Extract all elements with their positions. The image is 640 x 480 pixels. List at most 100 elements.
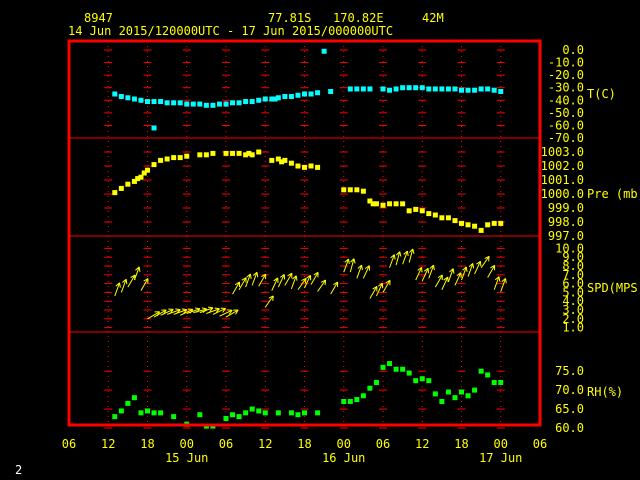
humidity-data-point: [419, 376, 425, 382]
wind-vector-shaft: [317, 279, 327, 292]
wind-vector-shaft: [500, 278, 507, 292]
wind-vector-shaft: [225, 309, 239, 318]
humidity-data-point: [288, 410, 294, 416]
wind-vector-shaft: [467, 263, 474, 277]
temperature-data-point: [406, 85, 412, 91]
pressure-data-point: [279, 159, 285, 165]
wind-vector: [343, 258, 350, 273]
temperature-data-point: [302, 91, 307, 97]
temperature-data-point: [308, 91, 314, 97]
wind-vector-head: [304, 278, 307, 284]
temperature-data-point: [125, 95, 131, 101]
pressure-data-point: [452, 218, 458, 224]
pressure-data-point: [288, 160, 294, 166]
temperature-data-point: [197, 101, 203, 107]
wind-vector-shaft: [160, 308, 174, 316]
temperature-data-point: [203, 102, 209, 108]
humidity-data-point: [393, 366, 399, 372]
wind-vector-head: [501, 277, 506, 283]
temperature-data-point: [452, 86, 458, 92]
temperature-data-point: [243, 99, 249, 105]
humidity-data-point: [262, 410, 268, 416]
wind-vector-head: [306, 274, 311, 279]
wind-vector-shaft: [297, 278, 307, 291]
temperature-y-tick-label: -30.0: [548, 81, 584, 95]
wind-vector-head: [256, 272, 259, 278]
wind-vector: [434, 274, 443, 288]
wind-vector: [467, 263, 475, 277]
humidity-data-point: [406, 370, 412, 376]
wind-vector-head: [201, 307, 207, 310]
humidity-data-point: [498, 380, 504, 386]
station-latitude: 77.81S: [268, 11, 311, 25]
pressure-data-point: [177, 155, 183, 161]
wind-vector: [480, 255, 490, 269]
wind-vector-head: [443, 276, 449, 281]
wind-vector: [133, 266, 141, 281]
pressure-y-tick-label: 999.0: [548, 201, 584, 215]
pressure-data-point: [141, 170, 147, 176]
station-id: 8947: [84, 11, 113, 25]
temperature-data-point: [498, 88, 504, 94]
x-tick-label: 18: [140, 437, 154, 451]
pressure-data-point: [112, 190, 118, 196]
pressure-data-point: [203, 152, 209, 158]
wind-vector-head: [228, 309, 233, 315]
wind-vector-shaft: [120, 279, 127, 293]
wind-vector-shaft: [330, 281, 339, 295]
humidity-y-tick-label: 60.0: [555, 421, 584, 435]
wind-vector-head: [209, 307, 214, 312]
wind-vector-shaft: [133, 266, 140, 281]
pressure-data-point: [236, 150, 242, 156]
temperature-data-point: [367, 86, 373, 92]
humidity-data-point: [249, 406, 255, 412]
x-tick-label: 06: [62, 437, 76, 451]
wind-vector-shaft: [395, 251, 401, 266]
x-tick-label: 06: [376, 437, 390, 451]
wind-vector-head: [403, 250, 408, 255]
wind-vector-shaft: [369, 286, 378, 299]
page-number: 2: [15, 463, 22, 477]
wind-vector-head: [372, 286, 378, 290]
wind-vector-head: [115, 282, 120, 287]
wind-vector-head: [143, 278, 149, 282]
wind-vector-shaft: [284, 272, 293, 286]
wind-vector-shaft: [290, 275, 297, 290]
temperature-data-point: [151, 125, 157, 131]
temperature-data-point: [158, 99, 164, 105]
humidity-data-point: [491, 380, 497, 386]
wind-vector-shaft: [173, 309, 187, 315]
temperature-y-tick-label: -20.0: [548, 68, 584, 82]
wind-vector: [441, 276, 449, 290]
wind-vector: [356, 264, 363, 279]
humidity-data-point: [171, 414, 177, 420]
wind-vector-head: [465, 266, 468, 272]
temperature-y-tick-label: -50.0: [548, 106, 584, 120]
temperature-data-point: [413, 85, 419, 91]
x-tick-label: 18: [454, 437, 468, 451]
wind-vector: [232, 281, 241, 295]
wind-vector-shaft: [382, 280, 391, 293]
wind-vector-head: [268, 295, 274, 299]
wind-vector-head: [130, 274, 136, 279]
temperature-data-point: [210, 102, 216, 108]
wind-vector: [258, 273, 267, 287]
pressure-data-point: [131, 178, 137, 184]
temperature-data-point: [400, 85, 406, 91]
wind-vector: [219, 309, 233, 317]
wind-vector: [225, 309, 239, 318]
wind-vector-head: [138, 266, 141, 272]
wind-vector: [493, 276, 501, 290]
humidity-data-point: [197, 412, 203, 418]
humidity-data-point: [236, 414, 242, 420]
pressure-panel-label: Pre (mb): [587, 187, 640, 201]
humidity-data-point: [347, 398, 353, 404]
pressure-data-point: [243, 152, 249, 158]
wind-vector: [395, 251, 402, 266]
temperature-data-point: [275, 95, 281, 101]
wind-vector-shaft: [447, 268, 454, 283]
x-tick-label: 06: [219, 437, 233, 451]
wind-vector: [284, 272, 293, 286]
wind-vector: [140, 278, 149, 291]
wind-vector-shaft: [480, 256, 490, 269]
